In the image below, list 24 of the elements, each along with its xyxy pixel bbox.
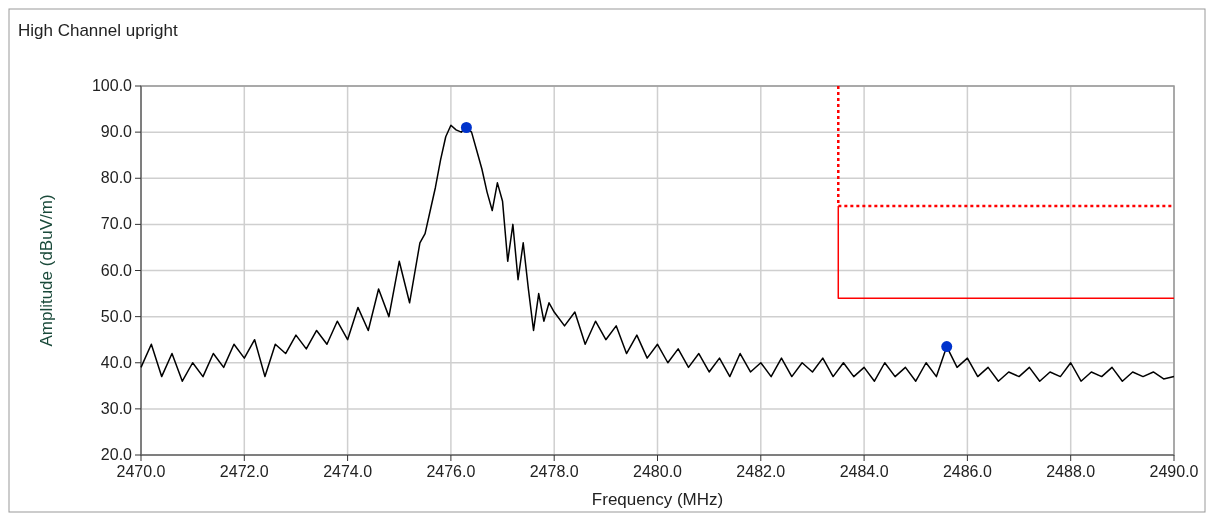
- y-tick-label: 60.0: [100, 261, 133, 279]
- x-tick-label: 2482.0: [736, 463, 786, 480]
- line-series: [140, 124, 1175, 382]
- y-tick-label: 100.0: [91, 77, 133, 94]
- x-tick-label: 2480.0: [633, 463, 683, 480]
- y-tick-label: 70.0: [100, 215, 133, 233]
- x-axis-title: Frequency (MHz): [591, 490, 724, 509]
- y-tick-label: 20.0: [100, 446, 133, 463]
- y-tick-label: 40.0: [100, 353, 133, 371]
- x-tick-label: 2490.0: [1149, 463, 1199, 480]
- y-tick-label: 50.0: [100, 307, 133, 325]
- y-tick-label: 30.0: [100, 399, 133, 417]
- x-tick-label: 2486.0: [942, 463, 992, 480]
- x-tick-label: 2488.0: [1046, 463, 1096, 480]
- x-tick-label: 2484.0: [839, 463, 889, 480]
- y-axis-title: Amplitude (dBuV/m): [37, 194, 56, 347]
- y-tick-label: 80.0: [100, 169, 133, 187]
- chart-title: High Channel upright: [18, 21, 178, 40]
- x-tick-label: 2472.0: [219, 463, 269, 480]
- x-tick-label: 2476.0: [426, 463, 476, 480]
- y-tick-label: 90.0: [100, 123, 133, 141]
- x-tick-label: 2478.0: [529, 463, 579, 480]
- x-tick-label: 2474.0: [323, 463, 373, 480]
- x-tick-label: 2470.0: [116, 463, 166, 480]
